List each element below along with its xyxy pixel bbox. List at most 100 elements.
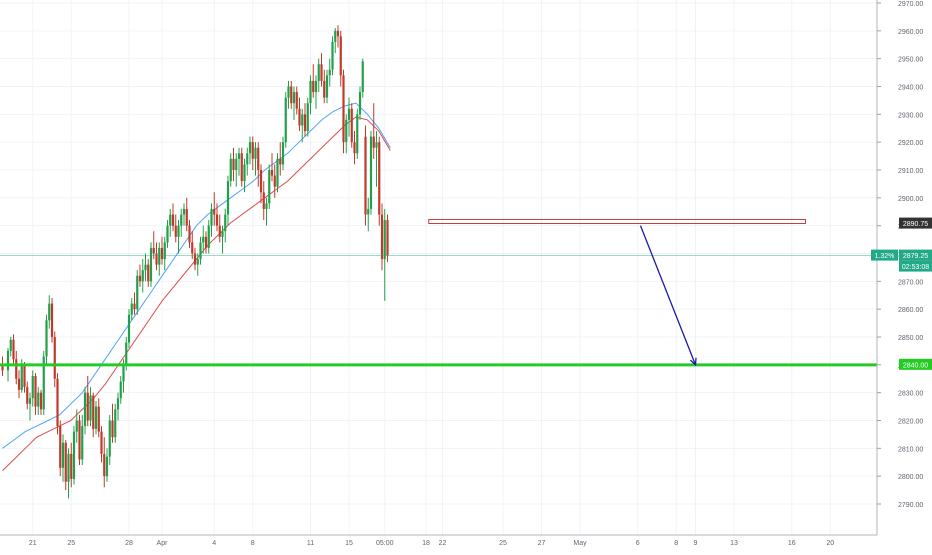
- y-tick-label: 2820.00: [898, 419, 923, 426]
- candle-body: [350, 108, 353, 143]
- price-label: 2840.00: [903, 362, 928, 369]
- candle-body: [306, 103, 309, 132]
- candle-body: [257, 147, 260, 170]
- candle-body: [111, 420, 114, 438]
- candle-body: [369, 136, 373, 209]
- candle-body: [86, 392, 89, 421]
- price-label: 2879.25: [903, 253, 928, 260]
- y-tick-label: 2810.00: [898, 446, 923, 453]
- y-tick-label: 2900.00: [898, 196, 923, 203]
- candle-body: [295, 92, 298, 109]
- candle-body: [169, 214, 172, 226]
- candle-body: [67, 453, 70, 482]
- y-tick-label: 2970.00: [898, 1, 923, 8]
- candle-body: [64, 442, 67, 482]
- candle-body: [83, 392, 87, 427]
- candle-body: [138, 275, 142, 282]
- candle-body: [20, 364, 23, 390]
- candle-body: [48, 303, 51, 321]
- candle-body: [237, 153, 241, 159]
- candle-body: [155, 253, 158, 265]
- candle-body: [361, 61, 364, 93]
- candle-body: [334, 30, 337, 42]
- candle-body: [185, 208, 188, 226]
- price-label-bg: [899, 249, 932, 261]
- candle-body: [317, 64, 320, 81]
- x-tick-label: 20: [826, 540, 834, 547]
- candle-body: [97, 406, 100, 432]
- candle-body: [199, 242, 202, 260]
- candle-body: [182, 208, 186, 215]
- candle-body: [367, 208, 370, 215]
- candle-body: [218, 225, 221, 237]
- x-tick-label: 28: [125, 540, 133, 547]
- candle-body: [323, 80, 326, 98]
- candle-body: [12, 339, 15, 360]
- candle-body: [235, 158, 238, 170]
- candle-body: [144, 264, 147, 271]
- candle-body: [26, 387, 29, 404]
- candle-body: [37, 392, 40, 407]
- candle-body: [210, 208, 213, 226]
- candle-body: [130, 303, 133, 315]
- x-tick-label: 13: [730, 540, 738, 547]
- price-label-bg: [899, 217, 932, 229]
- candle-body: [279, 158, 282, 165]
- candle-body: [292, 92, 296, 104]
- candle-body: [92, 395, 95, 429]
- candle-body: [281, 142, 285, 165]
- candle-body: [81, 426, 84, 460]
- x-tick-label: 21: [29, 540, 37, 547]
- x-tick-label: 18: [422, 540, 430, 547]
- candle-body: [39, 392, 43, 410]
- y-tick-label: 2860.00: [898, 307, 923, 314]
- y-tick-label: 2850.00: [898, 335, 923, 342]
- candle-body: [268, 170, 271, 204]
- candle-body: [276, 158, 279, 187]
- candle-body: [251, 142, 254, 159]
- x-tick-label: 05:00: [376, 540, 394, 547]
- price-label: 2890.75: [903, 221, 928, 228]
- candle-body: [17, 378, 21, 390]
- candle-body: [89, 395, 92, 421]
- candle-body: [309, 80, 312, 104]
- candle-body: [6, 350, 10, 371]
- price-labels: 2890.75 1.32% 2879.25 02:53:08 2840.00: [871, 217, 932, 370]
- candle-body: [116, 398, 120, 410]
- x-tick-label: 16: [788, 540, 796, 547]
- annotations: [0, 218, 877, 367]
- x-tick-label: May: [573, 540, 587, 547]
- candle-body: [378, 142, 381, 215]
- candle-body: [196, 259, 199, 265]
- candle-body: [345, 119, 348, 143]
- x-tick-label: 15: [345, 540, 353, 547]
- change-badge: [871, 249, 898, 261]
- candle-body: [380, 214, 384, 260]
- candle-body: [149, 247, 153, 282]
- x-tick-label: 4: [212, 540, 216, 547]
- candle-body: [320, 64, 323, 81]
- candle-body: [358, 92, 362, 115]
- candle-body: [193, 253, 197, 265]
- candle-body: [174, 225, 177, 237]
- y-tick-label: 2790.00: [898, 502, 923, 509]
- candle-body: [94, 406, 98, 429]
- x-tick-label: 8: [674, 540, 678, 547]
- candle-body: [254, 147, 257, 159]
- candle-body: [314, 80, 318, 93]
- x-tick-label: 25: [67, 540, 75, 547]
- candle-body: [59, 426, 62, 468]
- candle-body: [229, 158, 232, 182]
- candle-body: [265, 203, 268, 209]
- resistance-zone: [428, 218, 806, 224]
- y-tick-label: 2870.00: [898, 279, 923, 286]
- candle-body: [213, 208, 216, 215]
- candle-body: [105, 456, 109, 477]
- candle-body: [152, 247, 155, 254]
- moving-average-line: [2, 116, 391, 471]
- candle-body: [53, 337, 56, 379]
- candle-body: [56, 378, 59, 427]
- price-label-bg: [899, 358, 932, 370]
